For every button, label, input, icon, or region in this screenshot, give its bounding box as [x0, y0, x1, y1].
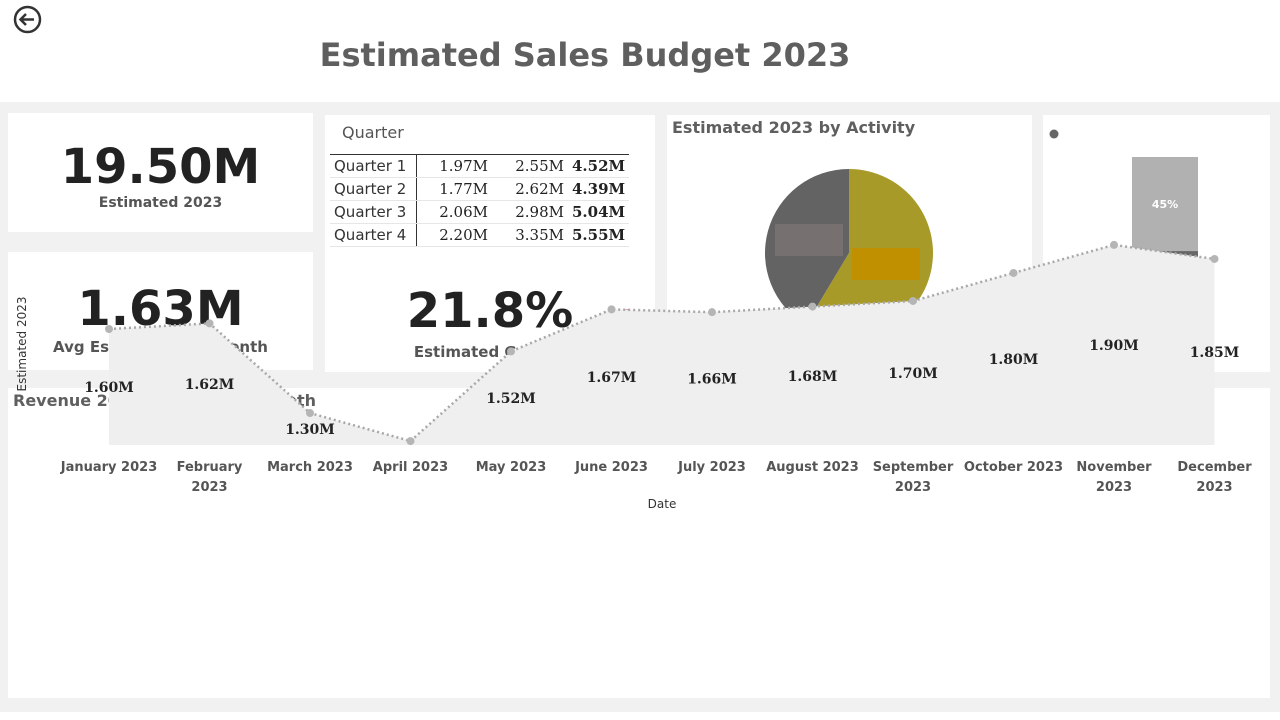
- x-tick-line: 2023: [191, 480, 227, 495]
- data-label: 1.85M: [1190, 345, 1240, 361]
- x-tick-label: June 2023: [574, 460, 648, 475]
- data-point: [808, 302, 817, 311]
- data-label: 1.90M: [1089, 338, 1139, 354]
- x-tick-label: March 2023: [267, 460, 353, 475]
- data-label: 1.80M: [989, 352, 1039, 368]
- kpi-estimated-card: 19.50M Estimated 2023: [8, 113, 313, 232]
- data-point: [507, 347, 515, 356]
- quarter-row: Quarter 3 2.06M 2.98M 5.04M: [330, 200, 630, 224]
- x-tick-label: December 2023: [1177, 460, 1252, 495]
- quarter-value-1: 2.20M: [416, 223, 492, 247]
- data-point: [406, 437, 415, 446]
- quarter-name: Quarter 4: [330, 223, 417, 247]
- pie-label-box: [852, 248, 920, 280]
- quarter-total: 5.04M: [568, 200, 630, 224]
- quarter-row: Quarter 2 1.77M 2.62M 4.39M: [330, 177, 630, 201]
- data-label: 1.68M: [788, 369, 838, 385]
- data-label: 1.67M: [587, 370, 637, 386]
- x-tick-label: January 2023: [60, 460, 157, 475]
- pie-chart: [765, 169, 933, 337]
- x-tick-label: September 2023: [873, 460, 954, 495]
- area-fill: [109, 244, 1215, 445]
- x-tick-line: November: [1076, 460, 1152, 475]
- quarter-value-1: 1.97M: [416, 154, 492, 178]
- quarter-value-1: 2.06M: [416, 200, 492, 224]
- kpi-estimated-label: Estimated 2023: [98, 195, 223, 211]
- quarter-value-2: 3.35M: [492, 223, 568, 247]
- data-label: 1.52M: [486, 391, 536, 407]
- page-title: Estimated Sales Budget 2023: [319, 36, 851, 74]
- quarter-total: 4.52M: [568, 154, 630, 178]
- x-tick-label: May 2023: [476, 460, 547, 475]
- data-point: [306, 409, 314, 418]
- quarter-name: Quarter 1: [330, 154, 417, 178]
- x-tick-line: 2023: [1196, 480, 1232, 495]
- x-tick-line: February: [177, 460, 243, 475]
- arrow-left-circle-icon: [13, 5, 42, 34]
- x-tick-label: February 2023: [177, 460, 243, 495]
- legend-dot: [1049, 129, 1059, 139]
- pie-label-box: [775, 224, 843, 256]
- stacked-bar-segment: [1132, 157, 1198, 252]
- x-tick-label: November 2023: [1076, 460, 1152, 495]
- y-axis-title: Estimated 2023: [15, 297, 29, 392]
- quarter-total: 4.39M: [568, 177, 630, 201]
- x-tick-label: April 2023: [373, 460, 448, 475]
- x-tick-line: December: [1177, 460, 1252, 475]
- back-button[interactable]: [13, 5, 42, 34]
- x-tick-line: 2023: [895, 480, 931, 495]
- x-tick-label: July 2023: [677, 460, 746, 475]
- x-tick-line: September: [873, 460, 954, 475]
- data-point: [105, 324, 113, 333]
- quarter-value-2: 2.55M: [492, 154, 568, 178]
- quarter-row: Quarter 4 2.20M 3.35M 5.55M: [330, 223, 630, 247]
- data-label: 1.70M: [888, 366, 938, 382]
- data-point: [1210, 254, 1219, 263]
- kpi-growth-value: 21.8%: [406, 283, 574, 339]
- quarter-card: Quarter Quarter 1 1.97M 2.55M 4.52M Quarter …: [325, 115, 655, 372]
- data-label: 1.60M: [84, 380, 134, 396]
- x-tick-line: 2023: [1096, 480, 1132, 495]
- quarter-table: Quarter 1 1.97M 2.55M 4.52M Quarter 2 1.77M 2.…: [330, 154, 630, 247]
- revenue-line-card: Revenue 2022 by Year and Month 1.60MJanu…: [8, 240, 1270, 698]
- pie-title: Estimated 2023 by Activity: [672, 118, 916, 137]
- quarter-name: Quarter 3: [330, 200, 417, 224]
- quarter-value-1: 1.77M: [416, 177, 492, 201]
- quarter-value-2: 2.98M: [492, 200, 568, 224]
- data-point: [909, 296, 917, 305]
- quarter-value-2: 2.62M: [492, 177, 568, 201]
- data-point: [1110, 240, 1118, 249]
- x-tick-label: October 2023: [964, 460, 1063, 475]
- data-label: 1.66M: [687, 372, 737, 388]
- data-label: 1.62M: [185, 377, 235, 393]
- data-point: [1009, 268, 1018, 277]
- data-point: [708, 308, 716, 317]
- stacked-bar-label: 45%: [1152, 198, 1178, 211]
- quarter-total: 5.55M: [568, 223, 630, 247]
- quarter-name: Quarter 2: [330, 177, 417, 201]
- x-tick-label: August 2023: [766, 460, 859, 475]
- data-point: [205, 319, 214, 328]
- x-axis-title: Date: [648, 497, 677, 511]
- quarter-row: Quarter 1 1.97M 2.55M 4.52M: [330, 154, 630, 178]
- series-line: [108, 243, 1215, 443]
- data-point: [607, 305, 616, 314]
- quarter-title: Quarter: [342, 123, 404, 142]
- data-label: 1.30M: [285, 422, 335, 438]
- kpi-estimated-value: 19.50M: [60, 139, 261, 195]
